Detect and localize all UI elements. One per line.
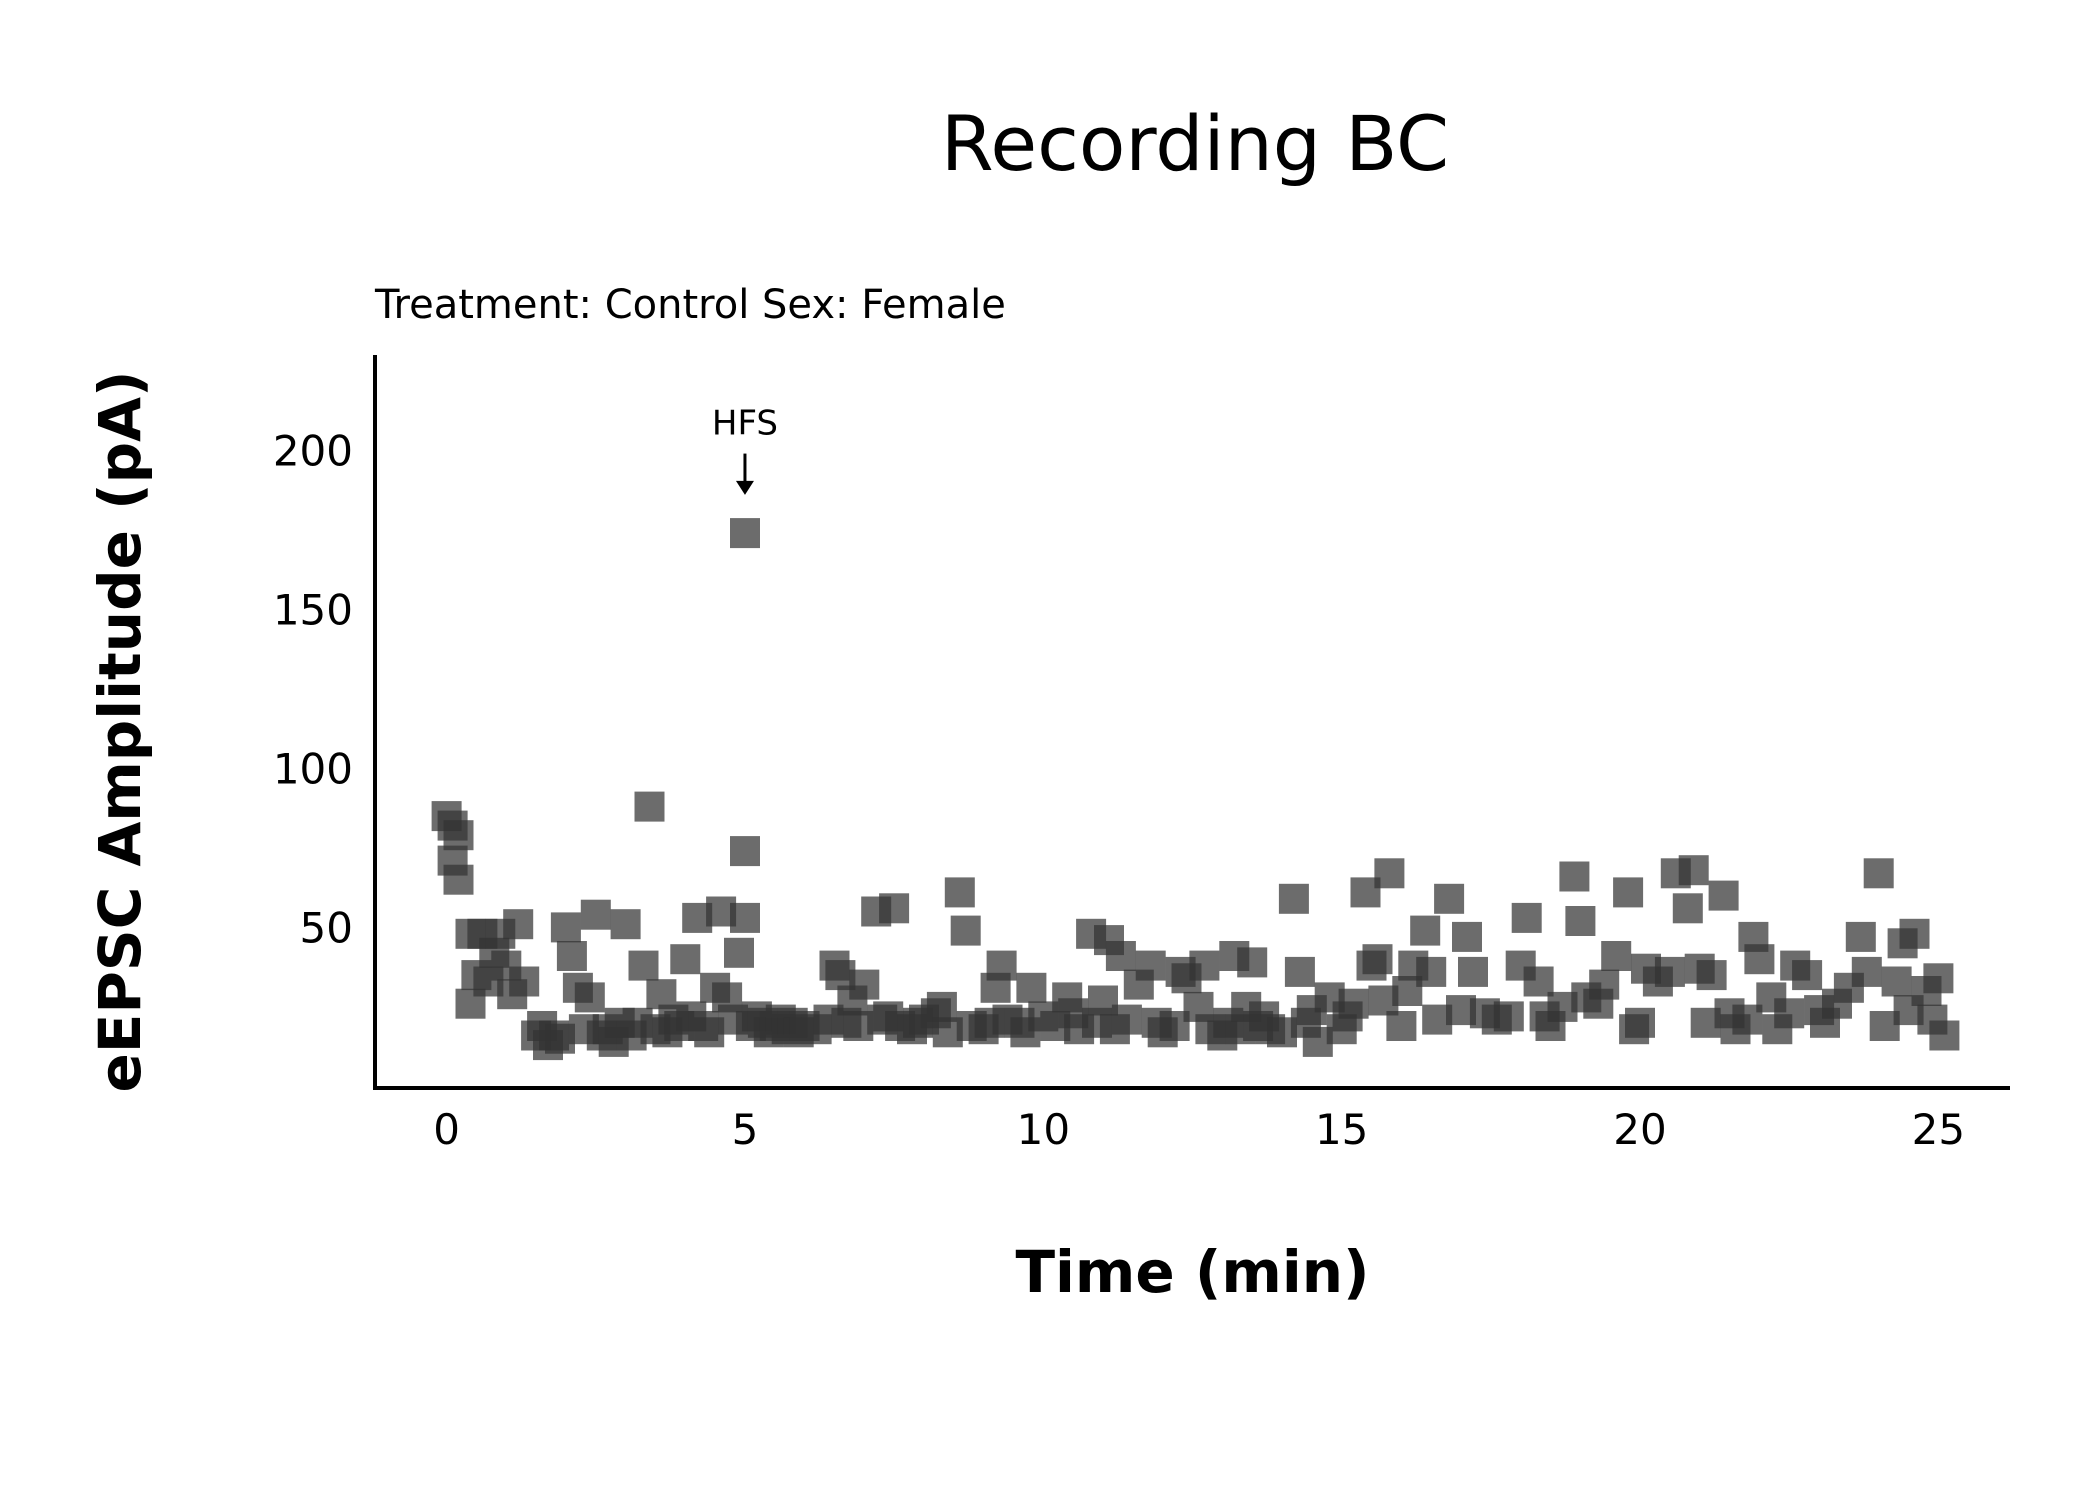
x-tick-label: 20 xyxy=(1613,1105,1666,1154)
data-point xyxy=(556,941,587,971)
x-tick-label: 10 xyxy=(1017,1105,1070,1154)
data-points xyxy=(431,518,1960,1061)
data-point xyxy=(1613,877,1644,908)
data-point xyxy=(1708,880,1739,911)
x-tick-label: 5 xyxy=(732,1105,759,1154)
data-point xyxy=(1452,921,1482,952)
hfs-label: HFS xyxy=(712,404,778,444)
data-point xyxy=(1416,956,1447,987)
data-point xyxy=(1111,1004,1142,1035)
data-point xyxy=(730,836,760,867)
data-point xyxy=(1278,883,1309,914)
data-point xyxy=(1696,960,1727,991)
data-point xyxy=(1386,1011,1417,1041)
data-point xyxy=(1493,1001,1524,1032)
data-point xyxy=(944,877,975,908)
data-point xyxy=(1434,883,1465,914)
data-point xyxy=(1863,858,1894,889)
data-point xyxy=(1625,1007,1655,1038)
chart-subtitle: Treatment: Control Sex: Female xyxy=(374,282,1006,328)
data-point xyxy=(574,982,605,1013)
data-point xyxy=(443,820,474,851)
chart-title: Recording BC xyxy=(941,99,1449,188)
y-tick-label: 200 xyxy=(273,426,353,475)
data-point xyxy=(849,969,880,1000)
hfs-arrow-head xyxy=(735,480,754,495)
data-point xyxy=(1929,1020,1960,1051)
data-point xyxy=(443,864,474,895)
data-point xyxy=(1458,956,1488,987)
hfs-annotation: HFS xyxy=(712,404,778,495)
data-point xyxy=(1774,998,1805,1029)
y-tick-label: 150 xyxy=(273,585,353,634)
data-point xyxy=(550,912,581,943)
data-point xyxy=(1589,969,1620,1000)
data-point xyxy=(580,899,611,930)
data-point xyxy=(646,979,677,1010)
data-point xyxy=(1135,950,1166,981)
data-point xyxy=(1923,963,1954,994)
data-point xyxy=(610,909,641,940)
x-tick-label: 15 xyxy=(1315,1105,1368,1154)
data-point xyxy=(1559,861,1590,892)
data-point xyxy=(1792,960,1823,991)
data-point xyxy=(1362,944,1393,975)
data-point xyxy=(950,915,981,946)
data-point xyxy=(879,893,910,924)
data-point xyxy=(1511,902,1542,933)
y-tick-labels: 50 100 150 200 xyxy=(273,426,353,952)
data-point xyxy=(1189,950,1220,981)
y-tick-label: 50 xyxy=(300,903,353,952)
data-point xyxy=(730,902,760,933)
data-point xyxy=(1410,915,1441,946)
x-axis-title: Time (min) xyxy=(1015,1238,1369,1306)
x-tick-labels: 0 5 10 15 20 25 xyxy=(433,1105,1965,1154)
data-point xyxy=(1672,893,1703,924)
data-point xyxy=(1654,956,1685,987)
data-point xyxy=(724,937,754,968)
data-point xyxy=(1881,966,1912,997)
data-point xyxy=(509,966,540,997)
data-point xyxy=(1016,972,1047,1003)
data-point xyxy=(1237,947,1268,978)
data-point xyxy=(503,909,534,940)
data-point xyxy=(926,991,957,1022)
data-point xyxy=(1523,966,1554,997)
data-point xyxy=(1851,956,1882,987)
data-point xyxy=(628,950,659,981)
y-tick-label: 100 xyxy=(273,744,353,793)
data-point xyxy=(1105,941,1136,971)
data-point xyxy=(986,950,1017,981)
data-point xyxy=(1845,921,1876,952)
x-tick-label: 25 xyxy=(1912,1105,1965,1154)
data-point xyxy=(1601,941,1632,971)
y-axis-title: eEPSC Amplitude (pA) xyxy=(86,370,154,1092)
data-point xyxy=(1899,918,1930,949)
data-point xyxy=(1374,858,1405,889)
x-tick-label: 0 xyxy=(433,1105,460,1154)
data-point xyxy=(730,518,760,549)
data-point xyxy=(1744,944,1775,975)
data-point xyxy=(1678,855,1709,886)
data-point xyxy=(670,944,701,975)
data-point xyxy=(1338,988,1369,1019)
data-point xyxy=(1284,956,1315,987)
data-point xyxy=(634,791,665,822)
data-point xyxy=(1565,906,1596,936)
